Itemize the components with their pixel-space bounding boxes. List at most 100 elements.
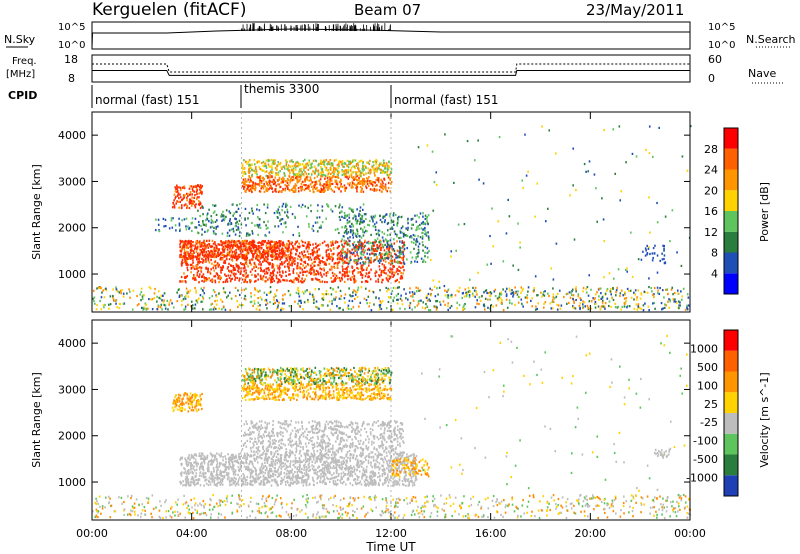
data-cell: [412, 299, 415, 302]
data-cell: [241, 263, 244, 266]
data-cell: [338, 162, 340, 165]
data-cell: [636, 296, 638, 299]
data-cell: [220, 251, 223, 254]
data-cell: [411, 236, 413, 239]
data-cell: [140, 298, 142, 302]
data-cell: [391, 227, 394, 230]
data-cell: [273, 296, 275, 299]
data-cell: [318, 279, 321, 283]
data-cell: [360, 243, 363, 246]
data-cell: [474, 286, 477, 289]
data-cell: [426, 247, 429, 250]
data-cell: [201, 289, 204, 292]
data-cell: [289, 165, 292, 168]
data-cell: [252, 242, 255, 245]
data-cell: [272, 273, 275, 277]
data-cell: [238, 256, 241, 259]
data-cell: [283, 167, 286, 170]
data-cell: [228, 229, 231, 232]
data-cell: [248, 248, 251, 251]
data-cell: [389, 271, 391, 274]
data-cell: [353, 178, 355, 181]
data-cell: [379, 243, 382, 246]
data-cell: [410, 295, 412, 298]
data-cell: [246, 248, 249, 251]
data-cell: [360, 247, 363, 250]
data-cell: [402, 261, 405, 264]
data-cell: [377, 248, 379, 251]
data-cell: [247, 232, 249, 235]
data-cell: [190, 305, 192, 308]
data-cell: [508, 287, 511, 290]
data-cell: [357, 286, 360, 289]
data-cell: [657, 289, 659, 292]
data-cell: [292, 258, 295, 261]
data-cell: [288, 169, 290, 172]
data-cell: [218, 307, 221, 310]
data-cell: [300, 186, 302, 190]
data-cell: [380, 246, 383, 249]
data-cell: [168, 301, 171, 304]
data-cell: [357, 181, 360, 185]
data-cell: [163, 225, 165, 228]
data-cell: [173, 199, 175, 202]
data-cell: [154, 287, 156, 291]
data-cell: [424, 229, 426, 232]
data-cell: [163, 303, 166, 307]
data-cell: [347, 171, 349, 174]
data-cell: [270, 246, 273, 250]
data-cell: [224, 308, 227, 311]
data-cell: [224, 259, 226, 263]
data-cell: [346, 243, 349, 246]
data-cell: [409, 291, 411, 294]
data-cell: [640, 258, 643, 261]
data-cell: [346, 241, 349, 244]
data-cell: [306, 162, 309, 165]
data-cell: [199, 191, 202, 194]
data-cell: [199, 214, 201, 218]
data-cell: [315, 278, 318, 281]
data-cell: [200, 224, 202, 228]
data-cell: [314, 172, 316, 175]
data-cell: [312, 188, 314, 191]
data-cell: [295, 278, 298, 281]
data-cell: [400, 227, 403, 230]
data-cell: [375, 240, 378, 243]
data-cell: [427, 292, 430, 296]
data-cell: [326, 169, 329, 172]
data-cell: [331, 302, 333, 305]
data-cell: [225, 215, 227, 219]
data-cell: [360, 216, 363, 219]
data-cell: [327, 293, 329, 296]
data-cell: [331, 253, 333, 256]
data-cell: [417, 245, 420, 248]
data-cell: [264, 171, 267, 174]
data-cell: [317, 256, 319, 260]
data-cell: [413, 247, 415, 250]
data-cell: [652, 302, 654, 305]
data-cell: [289, 273, 291, 276]
data-cell: [355, 248, 357, 252]
data-cell: [548, 129, 551, 132]
data-cell: [307, 168, 310, 171]
data-cell: [237, 223, 240, 226]
data-cell: [285, 257, 287, 260]
data-cell: [290, 279, 293, 283]
data-cell: [244, 253, 246, 256]
data-cell: [308, 246, 310, 249]
data-cell: [242, 255, 245, 259]
data-cell: [359, 220, 362, 223]
data-cell: [320, 162, 322, 165]
data-cell: [383, 232, 386, 235]
data-cell: [331, 164, 333, 167]
data-cell: [353, 274, 356, 278]
data-cell: [245, 190, 247, 193]
data-cell: [387, 252, 390, 255]
data-cell: [411, 223, 413, 226]
data-cell: [309, 269, 311, 273]
data-cell: [185, 243, 187, 246]
data-cell: [267, 261, 269, 264]
data-cell: [211, 219, 214, 223]
data-cell: [361, 217, 364, 221]
data-cell: [588, 300, 591, 303]
